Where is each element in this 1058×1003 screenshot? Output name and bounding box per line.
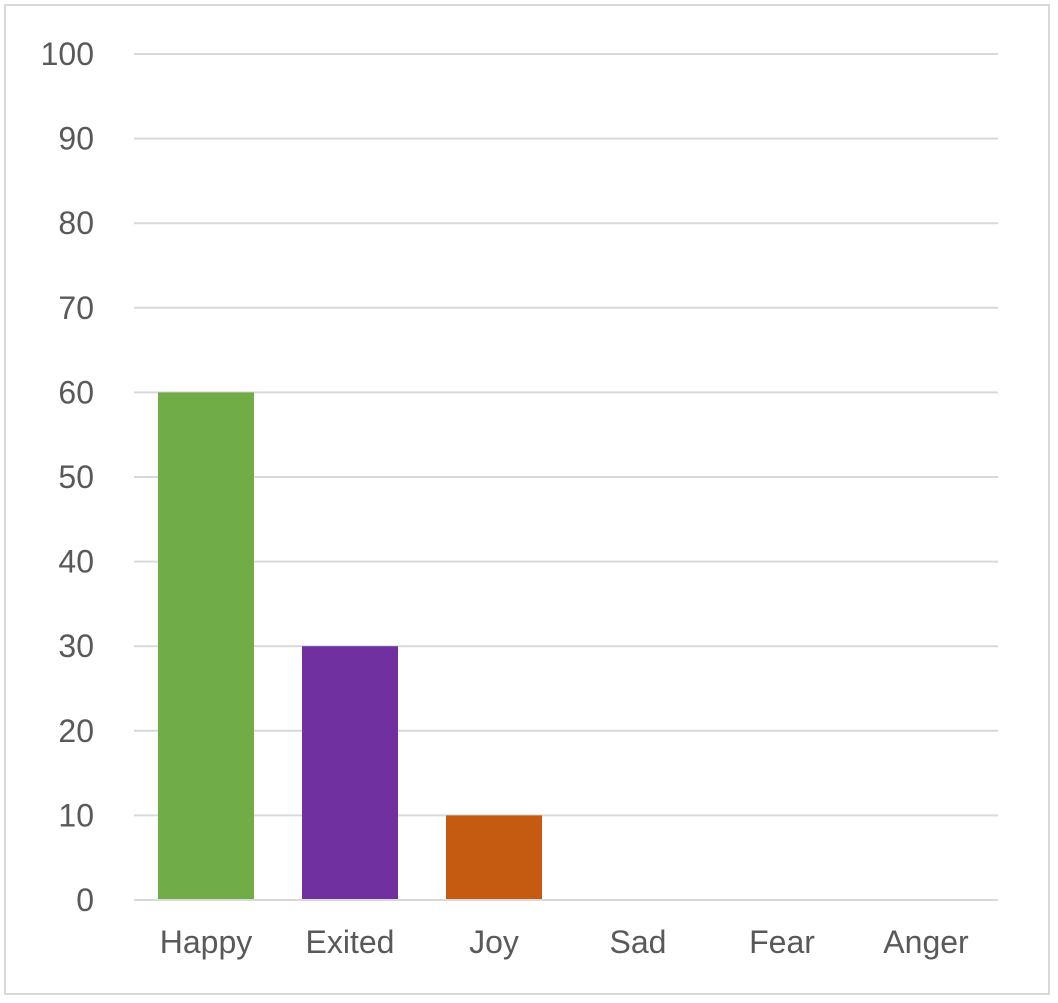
y-tick-label: 30: [58, 628, 94, 664]
x-axis-labels: Happy Exited Joy Sad Fear Anger: [160, 924, 969, 960]
y-tick-label: 50: [58, 459, 94, 495]
x-tick-label: Happy: [160, 924, 253, 960]
y-tick-label: 0: [76, 882, 94, 918]
bar-happy: [158, 392, 254, 900]
y-axis-ticks: 0 10 20 30 40 50 60 70 80 90 100: [41, 36, 94, 918]
y-tick-label: 90: [58, 121, 94, 157]
y-tick-label: 70: [58, 290, 94, 326]
x-tick-label: Anger: [883, 924, 969, 960]
y-tick-label: 40: [58, 544, 94, 580]
y-tick-label: 60: [58, 374, 94, 410]
y-tick-label: 100: [41, 36, 94, 72]
x-tick-label: Fear: [749, 924, 815, 960]
x-tick-label: Sad: [610, 924, 667, 960]
x-tick-label: Joy: [469, 924, 519, 960]
gridlines: [134, 53, 998, 901]
x-tick-label: Exited: [306, 924, 395, 960]
y-tick-label: 20: [58, 713, 94, 749]
y-tick-label: 10: [58, 797, 94, 833]
bar-exited: [302, 646, 398, 900]
bar-joy: [446, 815, 542, 900]
bars: [158, 392, 542, 900]
y-tick-label: 80: [58, 205, 94, 241]
